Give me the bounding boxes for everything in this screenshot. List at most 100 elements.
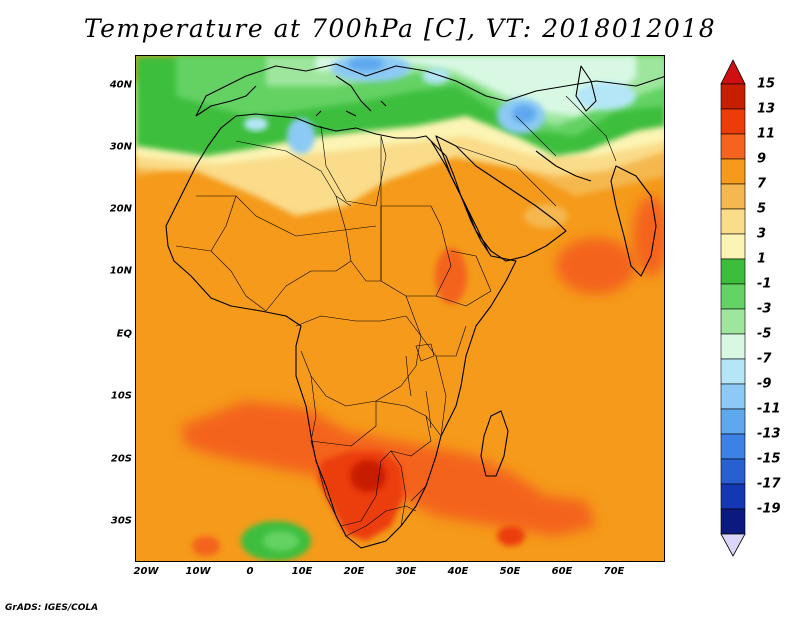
border-ethiopia [435, 250, 492, 307]
lon-label-50e: 50E [499, 566, 521, 577]
credit-label: GrADS: IGES/COLA [5, 603, 99, 613]
colorbar-label: -15 [757, 451, 781, 467]
colorbar-box [720, 133, 746, 160]
colorbar-box [720, 158, 746, 185]
lon-label-20e: 20E [343, 566, 365, 577]
colorbar-box [720, 183, 746, 210]
iberia-coast [195, 85, 257, 117]
border-algeria [235, 140, 352, 207]
border-zambia-zimbabwe [375, 400, 432, 457]
field-band-m5 [316, 56, 636, 116]
madagascar-coastline [480, 410, 509, 477]
colorbar-label: -9 [757, 376, 772, 392]
warm-core-15-kalahari [350, 460, 386, 492]
warm-spot-india [633, 196, 664, 276]
lat-label-30n: 30N [109, 141, 132, 153]
cold-pocket-turkey-core [512, 105, 536, 123]
temperature-map [135, 55, 665, 562]
colorbar-label: -17 [757, 476, 781, 492]
colorbar-label: 15 [757, 76, 776, 92]
lon-label-20w: 20W [133, 566, 159, 577]
lon-label-60e: 60E [551, 566, 573, 577]
lat-label-10n: 10N [109, 265, 132, 277]
colorbar-label: -19 [757, 501, 781, 517]
lat-label-40n: 40N [109, 79, 132, 91]
colorbar-box [720, 433, 746, 460]
colorbar-label: 5 [757, 201, 767, 217]
border-angola [310, 375, 377, 447]
cool-pocket-south-atlantic-core [263, 531, 299, 551]
colorbar-box [720, 358, 746, 385]
colorbar-box [720, 308, 746, 335]
colorbar-box [720, 208, 746, 235]
colorbar-label: -3 [757, 301, 772, 317]
arabia-coastline [435, 135, 567, 262]
border-nigeria-cameroon [265, 260, 352, 312]
lon-label-30e: 30E [395, 566, 417, 577]
border-mozambique [410, 415, 442, 502]
persian-gulf [535, 150, 592, 182]
cold-pocket-iran [576, 82, 636, 110]
europe-coastline [195, 63, 664, 117]
lat-label-eq: EQ [116, 328, 132, 340]
lat-label-10s: 10S [110, 390, 132, 402]
border-west-africa [175, 195, 267, 312]
warm-spot-arabia [524, 204, 568, 228]
cold-pocket-atlas [244, 117, 268, 131]
colorbar-box [720, 458, 746, 485]
india-coastline [610, 165, 657, 277]
border-namibia-botswana [310, 440, 407, 527]
africa-coastline [165, 113, 517, 549]
cold-pocket-balkans [422, 68, 450, 84]
lon-label-10w: 10W [185, 566, 211, 577]
border-south-africa [345, 505, 417, 537]
colorbar-label: -7 [757, 351, 772, 367]
colorbar-label: -5 [757, 326, 772, 342]
lake-tanganyika [405, 355, 412, 397]
cold-pocket-algeria [287, 118, 315, 154]
lat-label-20s: 20S [110, 453, 132, 465]
lat-label-20n: 20N [109, 203, 132, 215]
red-sea [430, 140, 489, 252]
border-mali-niger [196, 195, 377, 237]
border-east-africa [405, 295, 467, 437]
lat-label-30s: 30S [110, 515, 132, 527]
lon-label-40e: 40E [447, 566, 469, 577]
colorbar-label: -13 [757, 426, 781, 442]
colorbar-label: 11 [757, 126, 776, 142]
colorbar-label: -1 [757, 276, 772, 292]
border-libya [320, 125, 387, 207]
colorbar-label: 1 [757, 251, 767, 267]
lake-victoria [415, 343, 435, 362]
colorbar [720, 59, 746, 557]
lake-malawi [425, 390, 432, 429]
italy-coast [335, 75, 372, 112]
border-saudi [455, 145, 557, 207]
colorbar-box [720, 283, 746, 310]
colorbar-box [720, 333, 746, 360]
colorbar-label: 9 [757, 151, 767, 167]
colorbar-box [720, 258, 746, 285]
map-title: Temperature at 700hPa [C], VT: 201801201… [83, 14, 717, 43]
lon-label-10e: 10E [291, 566, 313, 577]
colorbar-box [720, 83, 746, 110]
colorbar-box [720, 508, 746, 535]
mediterranean-islands [315, 100, 387, 117]
cold-pocket-europe-core [348, 57, 384, 71]
colorbar-box [720, 383, 746, 410]
colorbar-box [720, 408, 746, 435]
colorbar-over-arrow [720, 59, 746, 85]
caspian-sea [575, 65, 597, 112]
colorbar-label: 13 [757, 101, 776, 117]
lon-label-70e: 70E [603, 566, 625, 577]
lon-label-0: 0 [246, 566, 254, 577]
warm-spot-atlantic [192, 536, 220, 556]
warm-spot-madagascar-sw [497, 526, 525, 546]
colorbar-box [720, 233, 746, 260]
colorbar-box [720, 108, 746, 135]
warm-spot-ethiopia [435, 248, 467, 304]
colorbar-box [720, 483, 746, 510]
colorbar-label: 7 [757, 176, 767, 192]
colorbar-label: 3 [757, 226, 767, 242]
colorbar-label: -11 [757, 401, 781, 417]
